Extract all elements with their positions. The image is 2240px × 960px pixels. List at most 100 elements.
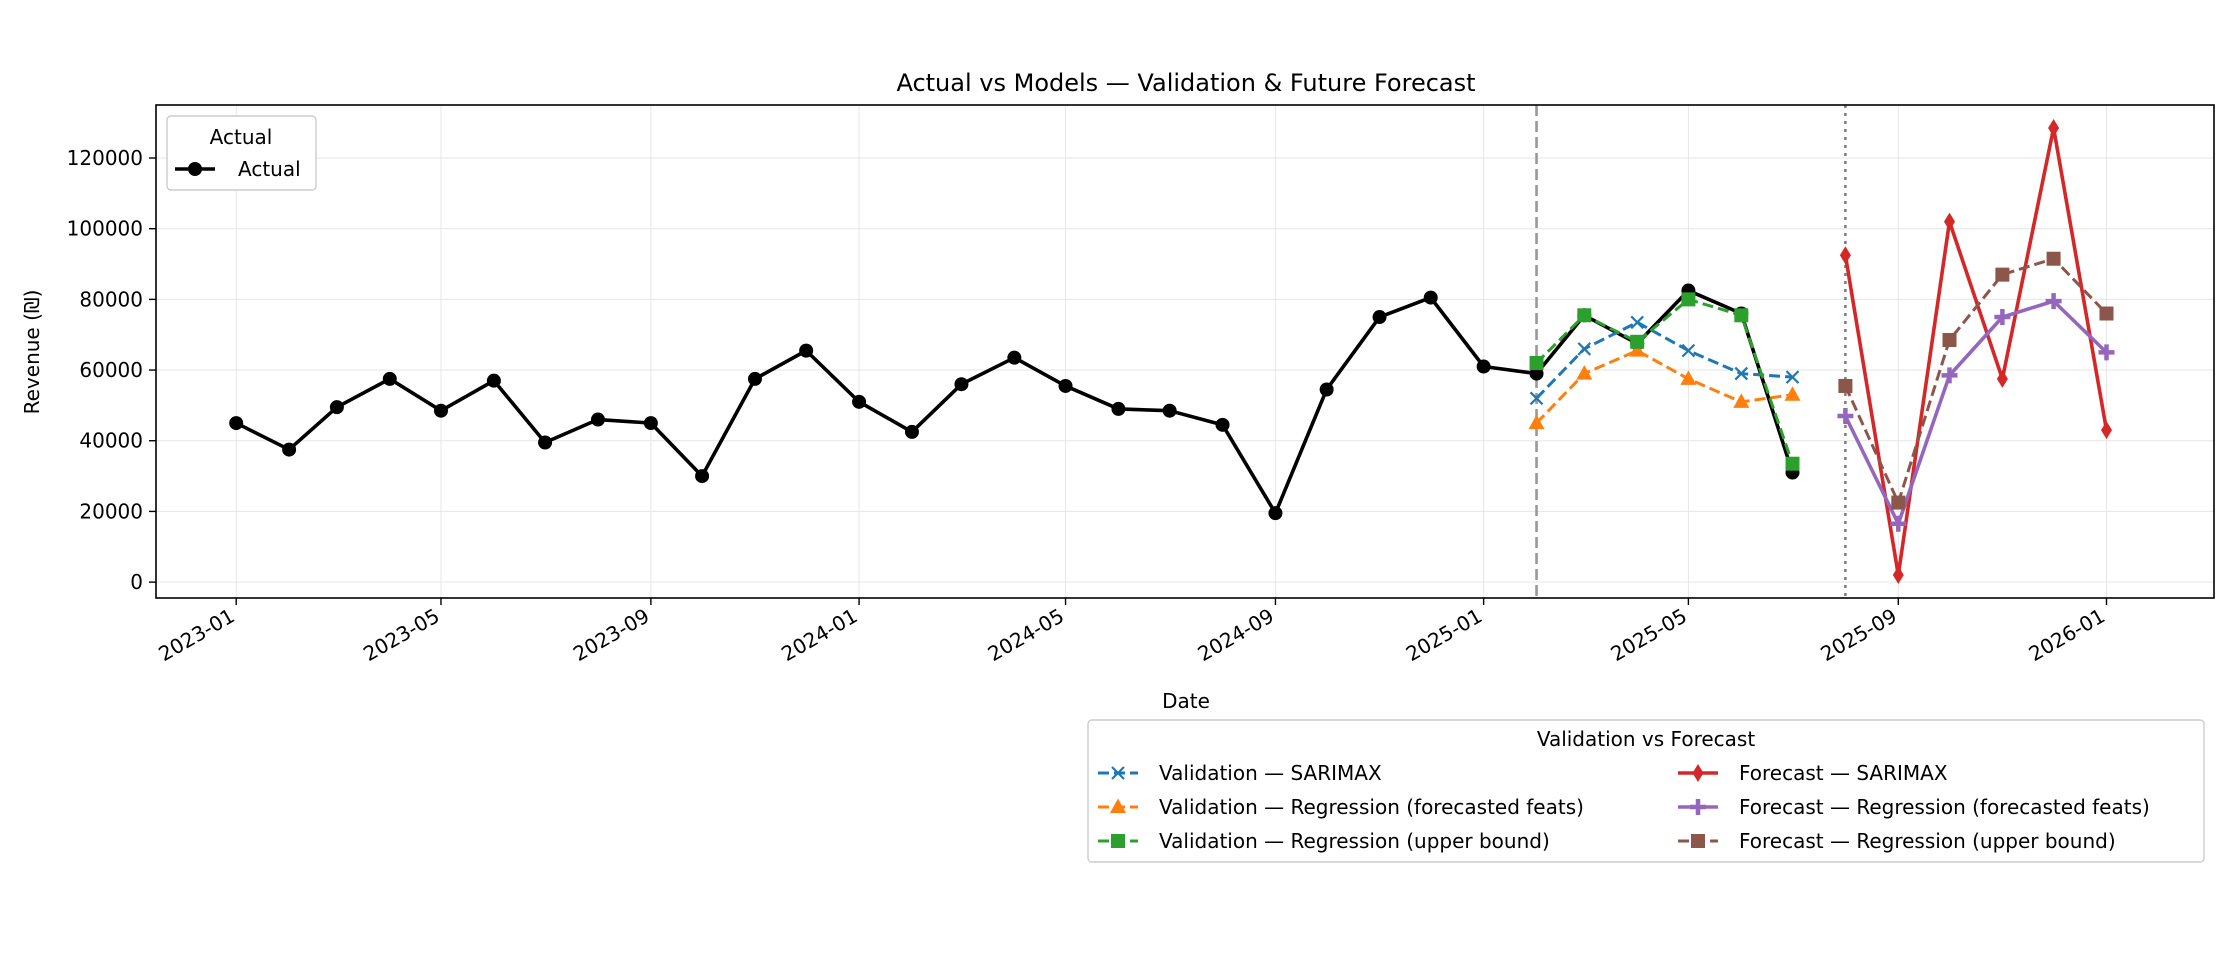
series-line (1844, 257, 2108, 505)
data-point (2100, 421, 2112, 440)
data-point (643, 416, 658, 431)
data-point (1680, 370, 1697, 385)
legend-marker (188, 162, 202, 176)
data-point (329, 400, 344, 415)
data-point (1476, 359, 1491, 374)
data-point (1681, 292, 1696, 307)
data-point (1995, 267, 2010, 282)
series-line (1535, 320, 1793, 400)
y-tick-label: 40000 (79, 429, 143, 453)
data-point (1785, 370, 1800, 384)
data-point (590, 412, 605, 427)
data-point (1784, 386, 1801, 401)
data-point (1577, 308, 1592, 323)
data-point (2048, 118, 2060, 137)
data-point (695, 469, 710, 484)
data-point (1733, 393, 1750, 408)
data-point (1942, 333, 1957, 348)
data-point (1892, 566, 1904, 585)
data-point (1891, 495, 1906, 510)
series-5 (1837, 293, 2115, 532)
legend-entry-label: Validation — SARIMAX (1159, 761, 1382, 785)
data-point (1576, 365, 1593, 380)
legend-entry-label: Actual (238, 157, 301, 181)
y-tick-label: 80000 (79, 287, 143, 311)
data-point (1423, 290, 1438, 305)
legend-title: Actual (210, 125, 273, 149)
legend-entry-label: Validation — Regression (forecasted feat… (1159, 795, 1584, 819)
data-point (1529, 391, 1544, 406)
data-point (1319, 382, 1334, 397)
data-point (1890, 515, 1907, 532)
data-point (2099, 306, 2114, 321)
legend-entry-label: Forecast — Regression (forecasted feats) (1739, 795, 2150, 819)
series-line (1843, 299, 2108, 526)
data-point (1111, 401, 1126, 416)
series-line (1535, 349, 1793, 425)
data-point (1785, 456, 1800, 471)
series-1 (1529, 315, 1800, 406)
data-point (1058, 378, 1073, 393)
series-3 (1529, 292, 1800, 471)
y-tick-label: 120000 (67, 146, 143, 170)
legend-marker (1690, 799, 1706, 815)
data-point (2098, 344, 2115, 361)
series-0 (229, 283, 1800, 521)
legend-validation-forecast: Validation vs Forecast Validation — SARIM… (1087, 719, 2205, 863)
data-point (2045, 293, 2062, 310)
data-point (1734, 308, 1749, 323)
series-layer (229, 118, 2115, 585)
data-point (1630, 334, 1645, 349)
data-point (229, 416, 244, 431)
legend-marker (1692, 764, 1704, 782)
plot-frame (155, 104, 2215, 599)
legend-entry-label: Forecast — Regression (upper bound) (1739, 829, 2116, 853)
reference-lines (1535, 105, 1847, 598)
series-line (1535, 297, 1794, 465)
data-point (1215, 417, 1230, 432)
legend-entry-label: Forecast — SARIMAX (1739, 761, 1948, 785)
data-point (904, 424, 919, 439)
data-point (282, 442, 297, 457)
data-point (486, 373, 501, 388)
data-point (1838, 378, 1853, 393)
data-point (1681, 343, 1696, 358)
series-line (1843, 126, 2109, 577)
data-point (1372, 310, 1387, 325)
legend-title: Validation vs Forecast (1537, 727, 1756, 751)
y-tick-label: 100000 (67, 217, 143, 241)
data-point (433, 403, 448, 418)
data-point (382, 371, 397, 386)
legend-box (166, 115, 317, 191)
y-tick-label: 60000 (79, 358, 143, 382)
legend-marker (1111, 834, 1125, 848)
data-point (1943, 212, 1955, 231)
legend-entry-label: Validation — Regression (upper bound) (1159, 829, 1550, 853)
data-point (1837, 407, 1854, 424)
data-point (1994, 309, 2011, 326)
x-axis-label: Date (1162, 689, 1210, 713)
data-point (1941, 367, 1958, 384)
legend-actual: Actual Actual (166, 115, 317, 191)
chart-title: Actual vs Models — Validation & Future F… (896, 69, 1475, 97)
series-6 (1838, 251, 2114, 510)
legend-box (1087, 719, 2205, 863)
data-point (1630, 315, 1644, 330)
legend-marker (1111, 766, 1125, 780)
legend-marker (1110, 798, 1126, 813)
y-axis-label: Revenue (₪) (20, 290, 44, 415)
y-tick-label: 0 (130, 570, 143, 594)
data-point (1529, 366, 1544, 381)
y-tick-label: 20000 (79, 499, 143, 523)
data-point (1734, 366, 1749, 381)
data-point (538, 435, 553, 450)
data-point (1577, 342, 1592, 356)
data-point (1528, 414, 1545, 430)
data-point (2046, 251, 2061, 266)
data-point (1268, 506, 1283, 521)
data-point (1996, 369, 2008, 388)
series-4 (1839, 118, 2112, 585)
data-point (1007, 350, 1022, 365)
